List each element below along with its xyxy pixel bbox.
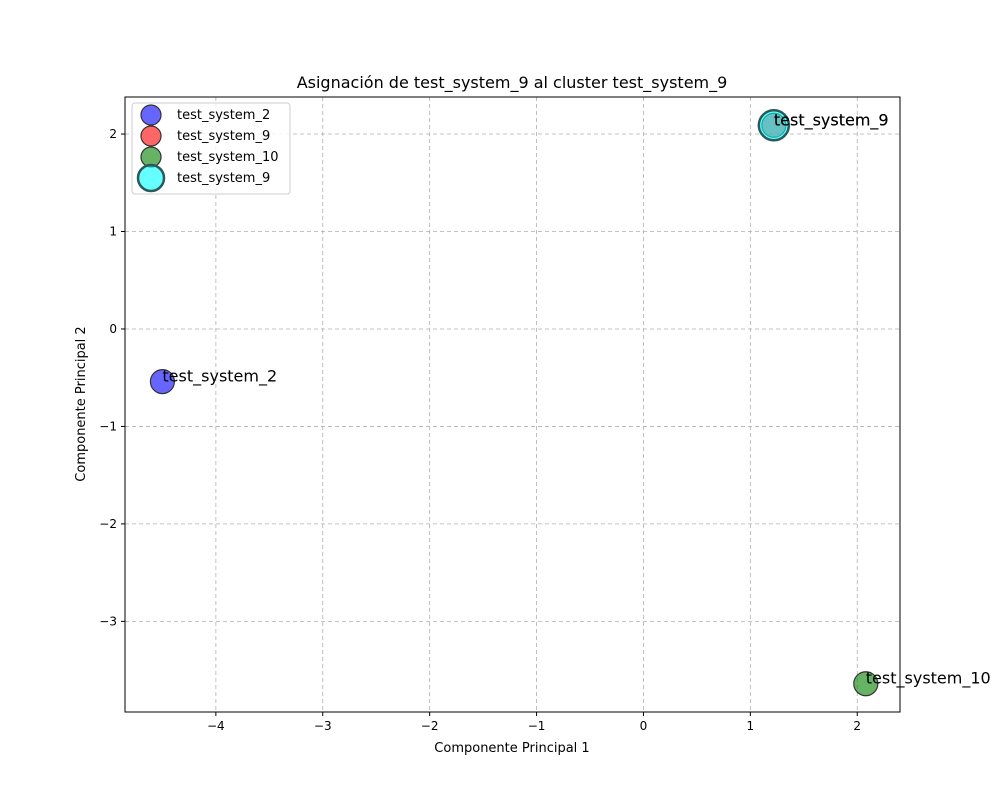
- x-tick-label: −3: [314, 719, 332, 733]
- data-points: [149, 109, 879, 697]
- y-tick-label: 1: [109, 225, 117, 239]
- point-labels: test_system_2 test_system_9 test_system_10…: [162, 110, 990, 688]
- legend-entry: test_system_10: [177, 150, 279, 165]
- data-point: [853, 671, 879, 697]
- x-tick-label: 2: [853, 719, 861, 733]
- plot-frame: [124, 96, 901, 713]
- x-tick-label: −1: [528, 719, 546, 733]
- x-tick-label: −4: [207, 719, 225, 733]
- legend-entry: test_system_9: [177, 171, 270, 186]
- x-tick-label: 0: [640, 719, 648, 733]
- axis-ticks: −4 −3 −2 −1 0 1 2 −3 −2 −1 0 1 2: [99, 127, 861, 733]
- chart-title: Asignación de test_system_9 al cluster t…: [297, 73, 728, 93]
- data-point: [149, 368, 176, 395]
- y-tick-label: 2: [109, 127, 117, 141]
- y-tick-label: −1: [99, 419, 117, 433]
- data-point: [757, 109, 791, 142]
- point-label: test_system_9: [774, 110, 889, 130]
- y-tick-label: 0: [109, 322, 117, 336]
- point-label: test_system_2: [162, 367, 277, 387]
- x-tick-label: −2: [421, 719, 439, 733]
- x-tick-label: 1: [747, 719, 755, 733]
- point-label: test_system_9: [774, 110, 889, 130]
- legend-box: [131, 102, 291, 195]
- legend-marker: [136, 163, 166, 193]
- legend: test_system_2 test_system_9 test_system_10…: [131, 102, 291, 195]
- y-tick-label: −3: [99, 614, 117, 628]
- y-tick-label: −2: [99, 517, 117, 531]
- y-axis-label: Componente Principal 2: [74, 326, 89, 481]
- point-label: test_system_10: [866, 669, 991, 689]
- legend-marker: [140, 125, 162, 147]
- x-axis-label: Componente Principal 1: [434, 741, 589, 756]
- legend-marker: [140, 104, 162, 126]
- legend-entry: test_system_9: [177, 129, 270, 144]
- legend-entry: test_system_2: [177, 108, 270, 123]
